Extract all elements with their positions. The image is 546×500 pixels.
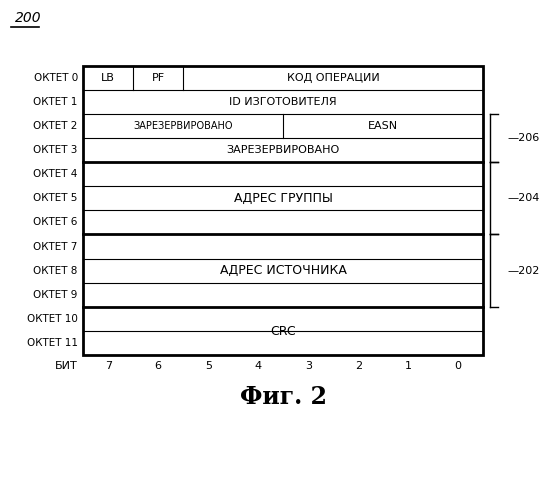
Text: ЗАРЕЗЕРВИРОВАНО: ЗАРЕЗЕРВИРОВАНО (227, 145, 340, 155)
Text: ID ИЗГОТОВИТЕЛЯ: ID ИЗГОТОВИТЕЛЯ (229, 96, 337, 106)
Text: —202: —202 (507, 266, 540, 276)
Text: 2: 2 (355, 361, 362, 371)
Text: Фиг. 2: Фиг. 2 (240, 384, 327, 408)
Text: ОКТЕТ 9: ОКТЕТ 9 (33, 290, 78, 300)
Text: 200: 200 (15, 12, 41, 26)
Text: ОКТЕТ 3: ОКТЕТ 3 (33, 145, 78, 155)
Text: БИТ: БИТ (55, 361, 78, 371)
Text: ОКТЕТ 2: ОКТЕТ 2 (33, 121, 78, 131)
Bar (83, 66, 483, 355)
Text: ОКТЕТ 0: ОКТЕТ 0 (34, 72, 78, 83)
Text: 3: 3 (305, 361, 312, 371)
Text: ОКТЕТ 6: ОКТЕТ 6 (33, 218, 78, 228)
Text: ОКТЕТ 8: ОКТЕТ 8 (33, 266, 78, 276)
Text: ОКТЕТ 11: ОКТЕТ 11 (27, 338, 78, 348)
Text: —204: —204 (507, 194, 540, 203)
Text: ОКТЕТ 5: ОКТЕТ 5 (33, 194, 78, 203)
Text: АДРЕС ГРУППЫ: АДРЕС ГРУППЫ (234, 192, 333, 205)
Text: ОКТЕТ 1: ОКТЕТ 1 (33, 96, 78, 106)
Text: LB: LB (101, 72, 115, 83)
Text: 0: 0 (455, 361, 462, 371)
Text: 6: 6 (155, 361, 162, 371)
Text: 5: 5 (205, 361, 212, 371)
Text: ОКТЕТ 4: ОКТЕТ 4 (33, 169, 78, 179)
Text: КОД ОПЕРАЦИИ: КОД ОПЕРАЦИИ (287, 72, 379, 83)
Text: CRC: CRC (270, 324, 296, 338)
Text: PF: PF (152, 72, 165, 83)
Text: —206: —206 (507, 133, 539, 143)
Text: EASN: EASN (368, 121, 398, 131)
Text: ЗАРЕЗЕРВИРОВАНО: ЗАРЕЗЕРВИРОВАНО (133, 121, 233, 131)
Text: 7: 7 (105, 361, 112, 371)
Text: 4: 4 (254, 361, 262, 371)
Text: АДРЕС ИСТОЧНИКА: АДРЕС ИСТОЧНИКА (220, 264, 347, 277)
Text: ОКТЕТ 7: ОКТЕТ 7 (33, 242, 78, 252)
Text: ОКТЕТ 10: ОКТЕТ 10 (27, 314, 78, 324)
Text: 1: 1 (405, 361, 412, 371)
